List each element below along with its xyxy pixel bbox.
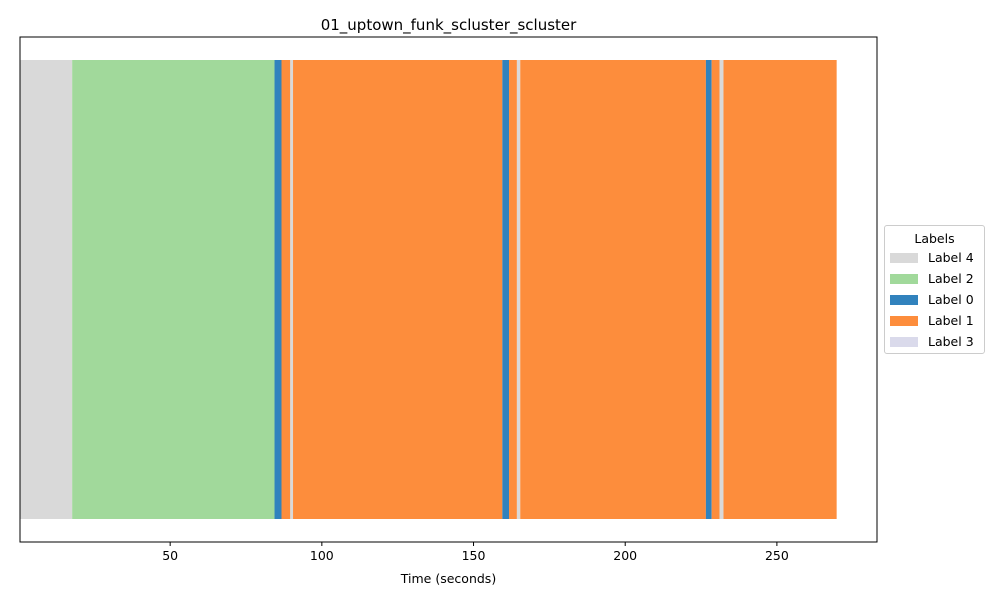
legend-swatch [890,336,918,347]
segment-label-1 [509,60,517,519]
legend-label: Label 0 [928,292,974,307]
plot-frame [19,36,878,543]
x-tick-label: 100 [310,548,334,563]
x-axis-label: Time (seconds) [400,571,496,586]
segment-label-1 [520,60,706,519]
legend-label: Label 3 [928,334,974,349]
legend-swatch [890,294,918,305]
legend-swatch [890,273,918,284]
x-tick-label: 200 [613,548,637,563]
segment-label-4 [516,60,521,519]
segment-label-0 [274,60,282,519]
segment-label-1 [281,60,291,519]
x-tick-label: 50 [162,548,178,563]
legend: Labels Label 4 Label 2 Label 0 Label 1 Label… [884,225,985,354]
legend-swatch [890,315,918,326]
legend-item: Label 0 [885,289,984,310]
segment-label-1 [293,60,503,519]
legend-item: Label 1 [885,310,984,331]
segment-label-4 [719,60,724,519]
legend-label: Label 4 [928,250,974,265]
segment-label-4 [20,60,73,519]
segment-label-4 [290,60,294,519]
x-tick-label: 150 [462,548,486,563]
legend-label: Label 1 [928,313,974,328]
segment-label-0 [705,60,712,519]
x-tick-label: 250 [765,548,789,563]
segment-label-1 [723,60,837,519]
legend-item: Label 2 [885,268,984,289]
legend-swatch [890,252,918,263]
legend-item: Label 4 [885,247,984,268]
segment-label-0 [502,60,510,519]
segment-label-2 [72,60,275,519]
legend-item: Label 3 [885,331,984,352]
chart-title: 01_uptown_funk_scluster_scluster [321,16,577,35]
legend-title: Labels [914,231,955,246]
segment-label-1 [711,60,720,519]
legend-label: Label 2 [928,271,974,286]
